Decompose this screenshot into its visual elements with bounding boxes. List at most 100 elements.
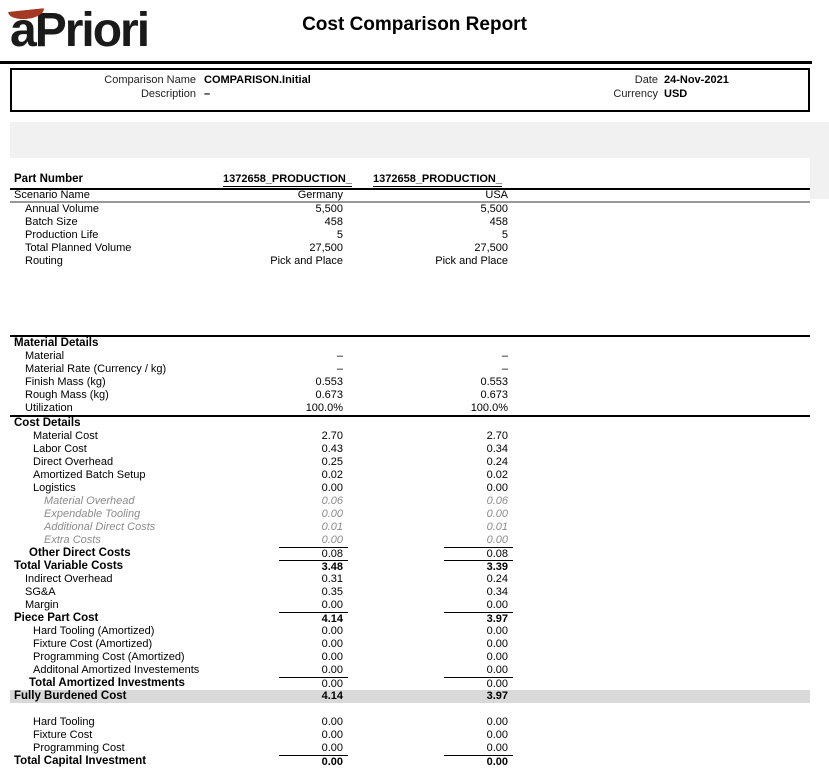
col2-value: 0.00: [375, 716, 513, 729]
cell-value: 5: [501, 229, 508, 241]
table-row: Hard Tooling (Amortized) 0.00 0.00: [10, 625, 810, 638]
row-label: Expendable Tooling: [44, 508, 141, 520]
col1-value: 5: [210, 229, 348, 242]
col1-value: 4.14: [210, 690, 348, 703]
cell-value: 0.00: [486, 716, 508, 728]
table-row: Hard Tooling 0.00 0.00: [10, 716, 810, 729]
table-rows: Scenario Name Germany USA Annual Volume 5,50…: [10, 190, 810, 768]
col1-value: 0.553: [210, 376, 348, 389]
cell-value: Pick and Place: [270, 255, 343, 267]
table-row: Additional Direct Costs 0.01 0.01: [10, 521, 810, 534]
date-value: 24-Nov-2021: [664, 74, 729, 86]
table-row: Utilization 100.0% 100.0%: [10, 402, 810, 415]
comparison-name-value: COMPARISON.Initial: [204, 74, 311, 86]
row-label: Material Rate (Currency / kg): [25, 363, 167, 375]
cell-value: 0.34: [486, 443, 508, 455]
cell-value: 0.00: [486, 482, 508, 494]
row-label: Material Overhead: [44, 495, 135, 507]
col1-value: 0.00: [210, 755, 348, 769]
col2-value: 0.00: [375, 508, 513, 521]
col1-value: 27,500: [210, 242, 348, 255]
row-label: Scenario Name: [14, 189, 90, 201]
col1-value: 0.35: [210, 586, 348, 599]
col2-value: 0.553: [375, 376, 513, 389]
col1-value: 0.00: [210, 638, 348, 651]
table-row: Total Capital Investment 0.00 0.00: [10, 755, 810, 768]
cell-value: 0.02: [486, 469, 508, 481]
table-row: Programming Cost (Amortized) 0.00 0.00: [10, 651, 810, 664]
spacer-row: [10, 703, 810, 716]
cell-value: 0.00: [321, 729, 343, 741]
cell-value: 0.24: [486, 456, 508, 468]
cell-value: 0.00: [486, 729, 508, 741]
table-header-band: [10, 122, 829, 158]
col1-value: Germany: [210, 190, 348, 201]
aPriori-logo: aPriori: [7, 0, 150, 60]
col2-value: 5,500: [375, 203, 513, 216]
col1-value: 2.70: [210, 430, 348, 443]
col2-value: 0.00: [375, 651, 513, 664]
table-row: Material Overhead 0.06 0.06: [10, 495, 810, 508]
table-row: Total Amortized Investments 0.00 0.00: [10, 677, 810, 694]
col1-value: 0.01: [210, 521, 348, 534]
table-row: Batch Size 458 458: [10, 216, 810, 229]
row-label: Routing: [25, 255, 63, 267]
cell-value: –: [336, 350, 343, 362]
col2-value: 0.00: [375, 599, 513, 612]
cell-value: 0.43: [321, 443, 343, 455]
row-label: Utilization: [25, 402, 73, 414]
cell-value: 0.00: [486, 651, 508, 663]
cell-value: 0.553: [480, 376, 508, 388]
col1-value: 0.00: [210, 508, 348, 521]
cell-value: 0.00: [321, 625, 343, 637]
col2-value: 0.34: [375, 443, 513, 456]
table-row: Indirect Overhead 0.31 0.24: [10, 573, 810, 586]
cell-value: 5,500: [315, 203, 343, 215]
cell-value: 0.35: [321, 586, 343, 598]
table-row: Rough Mass (kg) 0.673 0.673: [10, 389, 810, 402]
col2-value: 3.97: [375, 612, 513, 626]
cell-value: 0.00: [321, 534, 343, 546]
col2-value: 0.34: [375, 586, 513, 599]
col1-value: 0.00: [210, 625, 348, 638]
row-label: Extra Costs: [44, 534, 101, 546]
cell-value: 0.00: [321, 508, 343, 520]
cell-value: 0.02: [321, 469, 343, 481]
cell-value: Pick and Place: [435, 255, 508, 267]
col2-value: 100.0%: [375, 402, 513, 415]
logo-text: aPriori: [10, 4, 150, 57]
row-label: Amortized Batch Setup: [33, 469, 146, 481]
table-row: SG&A 0.35 0.34: [10, 586, 810, 599]
col1-value: 0.00: [210, 534, 348, 547]
cell-value: 4.14: [279, 612, 348, 626]
cell-value: 0.01: [486, 521, 508, 533]
cell-value: 0.31: [321, 573, 343, 585]
col2-value: USA: [375, 190, 513, 201]
table-row: Finish Mass (kg) 0.553 0.553: [10, 376, 810, 389]
table-row: Logistics 0.00 0.00: [10, 482, 810, 495]
col1-value: 0.06: [210, 495, 348, 508]
row-label: Finish Mass (kg): [25, 376, 106, 388]
col1-value: 100.0%: [210, 402, 348, 415]
row-label: Labor Cost: [33, 443, 87, 455]
row-label: Additional Direct Costs: [44, 521, 156, 533]
comparison-name-label: Comparison Name: [104, 74, 196, 86]
row-label: Production Life: [25, 229, 99, 241]
row-label: Hard Tooling: [33, 716, 95, 728]
table-row: Fully Burdened Cost 4.14 3.97: [10, 690, 810, 703]
table-row: Production Life 5 5: [10, 229, 810, 242]
table-row: Programming Cost 0.00 0.00: [10, 742, 810, 755]
col1-value: 0.02: [210, 469, 348, 482]
cell-value: 3.97: [444, 612, 513, 626]
row-label: Piece Part Cost: [14, 612, 99, 624]
cell-value: 458: [324, 216, 343, 228]
cell-value: 2.70: [486, 430, 508, 442]
cell-value: 0.00: [486, 638, 508, 650]
cell-value: 2.70: [321, 430, 343, 442]
col2-value: 0.00: [375, 742, 513, 755]
comparison-table: Part Number 1372658_PRODUCTION_ 1372658_…: [10, 158, 810, 768]
row-label: Margin: [25, 599, 59, 611]
cell-value: 0.00: [321, 716, 343, 728]
table-row: Additonal Amortized Investements 0.00 0.00: [10, 664, 810, 677]
col1-value: 0.673: [210, 389, 348, 402]
